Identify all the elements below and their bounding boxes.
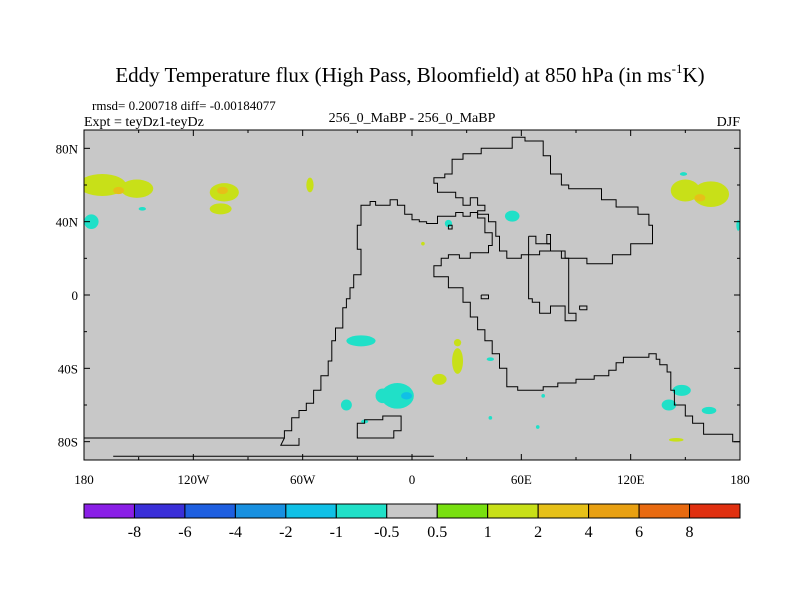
chart-title-superscript: -1 (672, 61, 683, 76)
anomaly-patch-15 (504, 210, 520, 222)
anomaly-patch-23 (381, 383, 414, 409)
anomaly-patch-4 (84, 214, 99, 230)
coastline-8 (447, 224, 453, 230)
y-tick-label: 40N (56, 215, 79, 230)
colorbar-swatch (285, 503, 337, 519)
coastline-7 (528, 235, 577, 322)
chart-title: Eddy Temperature flux (High Pass, Bloomf… (115, 61, 704, 87)
anomaly-patch-30 (701, 406, 717, 415)
anomaly-patch-28 (672, 384, 691, 396)
anomaly-patch-11 (692, 181, 730, 208)
colorbar-label: -0.5 (374, 524, 399, 541)
colorbar-swatch (537, 503, 590, 519)
y-tick-label: 40S (58, 361, 78, 376)
colorbar-label: -6 (178, 524, 191, 541)
anomaly-patch-6 (209, 203, 232, 215)
y-tick-label: 80N (56, 141, 79, 156)
x-tick-label: 0 (409, 472, 416, 487)
colorbar: -8 -6 -4 -2 -1 -0.5 0.5 1 2 4 6 8 (83, 503, 741, 541)
colorbar-label: 1 (484, 524, 492, 541)
anomaly-patch-26 (340, 399, 352, 411)
anomaly-patch-20 (453, 339, 462, 347)
x-tick-label: 60W (290, 472, 316, 487)
colorbar-label: 0.5 (427, 524, 447, 541)
anomaly-patch-8 (306, 177, 314, 193)
anomaly-patch-31 (668, 438, 684, 442)
colorbar-label: 8 (686, 524, 694, 541)
x-tick-label: 120W (177, 472, 210, 487)
anomaly-patch-22 (486, 357, 494, 361)
anomaly-patch-24 (375, 388, 391, 404)
anomaly-patch-19 (452, 348, 464, 374)
anomaly-patch-21 (432, 373, 447, 385)
anomaly-patch-17 (421, 241, 425, 246)
coastline-9 (480, 294, 489, 300)
coastline-4 (356, 415, 402, 439)
anomaly-patch-3 (113, 186, 125, 195)
anomaly-patch-13 (679, 172, 688, 176)
coastline-layer (84, 136, 740, 457)
colorbar-swatch (234, 503, 287, 519)
stats-label: rmsd= 0.200718 diff= -0.00184077 (92, 98, 276, 113)
chart-title-main: Eddy Temperature flux (High Pass, Bloomf… (115, 63, 671, 87)
x-tick-label: 120E (617, 472, 645, 487)
map-background (84, 130, 740, 460)
anomaly-patch-18 (346, 335, 376, 347)
colorbar-swatch (487, 503, 539, 519)
colorbar-label: -4 (229, 524, 242, 541)
colorbar-label: -1 (330, 524, 343, 541)
x-axis: 180 120W 60W 0 60E 120E 180 (74, 130, 750, 487)
colorbar-swatch (638, 503, 691, 519)
colorbar-swatch (133, 503, 186, 519)
season-label: DJF (717, 115, 741, 130)
map-plot: 180 120W 60W 0 60E 120E 180 80N 40N 0 40S 80S (56, 129, 750, 487)
anomaly-patch-33 (535, 425, 540, 429)
anomaly-layer (84, 172, 740, 442)
anomaly-patch-32 (488, 416, 493, 420)
anomaly-patch-14 (736, 219, 740, 231)
y-tick-label: 80S (58, 435, 78, 450)
colorbar-swatch (83, 503, 135, 519)
anomaly-patch-25 (401, 392, 412, 400)
coastline-1 (84, 199, 740, 443)
colorbar-label: -8 (128, 524, 141, 541)
colorbar-swatch (588, 503, 640, 519)
anomaly-patch-29 (661, 399, 677, 411)
x-tick-label: 180 (74, 472, 94, 487)
colorbar-swatch (184, 503, 236, 519)
anomaly-patch-12 (694, 194, 706, 202)
x-tick-label: 60E (511, 472, 532, 487)
y-axis: 80N 40N 0 40S 80S (56, 141, 740, 450)
colorbar-swatch (386, 503, 438, 519)
coastline-5 (433, 136, 653, 265)
colorbar-label: -2 (279, 524, 292, 541)
expt-label: Expt = teyDz1-teyDz (84, 115, 204, 130)
anomaly-patch-7 (217, 186, 228, 195)
colorbar-label: 2 (534, 524, 542, 541)
coastline-10 (579, 305, 588, 311)
colorbar-label: 6 (635, 524, 643, 541)
chart-title-end: K) (682, 63, 704, 87)
colorbar-label: 4 (585, 524, 593, 541)
y-tick-label: 0 (72, 288, 79, 303)
anomaly-patch-9 (138, 207, 146, 211)
x-tick-label: 180 (730, 472, 750, 487)
colorbar-swatch (436, 503, 489, 519)
anomaly-patch-34 (541, 394, 546, 398)
anomaly-patch-10 (670, 179, 700, 202)
colorbar-swatch (689, 503, 741, 519)
center-label: 256_0_MaBP - 256_0_MaBP (329, 111, 496, 126)
coastline-2 (279, 437, 300, 446)
anomaly-patch-2 (120, 179, 154, 198)
colorbar-swatch (335, 503, 388, 519)
